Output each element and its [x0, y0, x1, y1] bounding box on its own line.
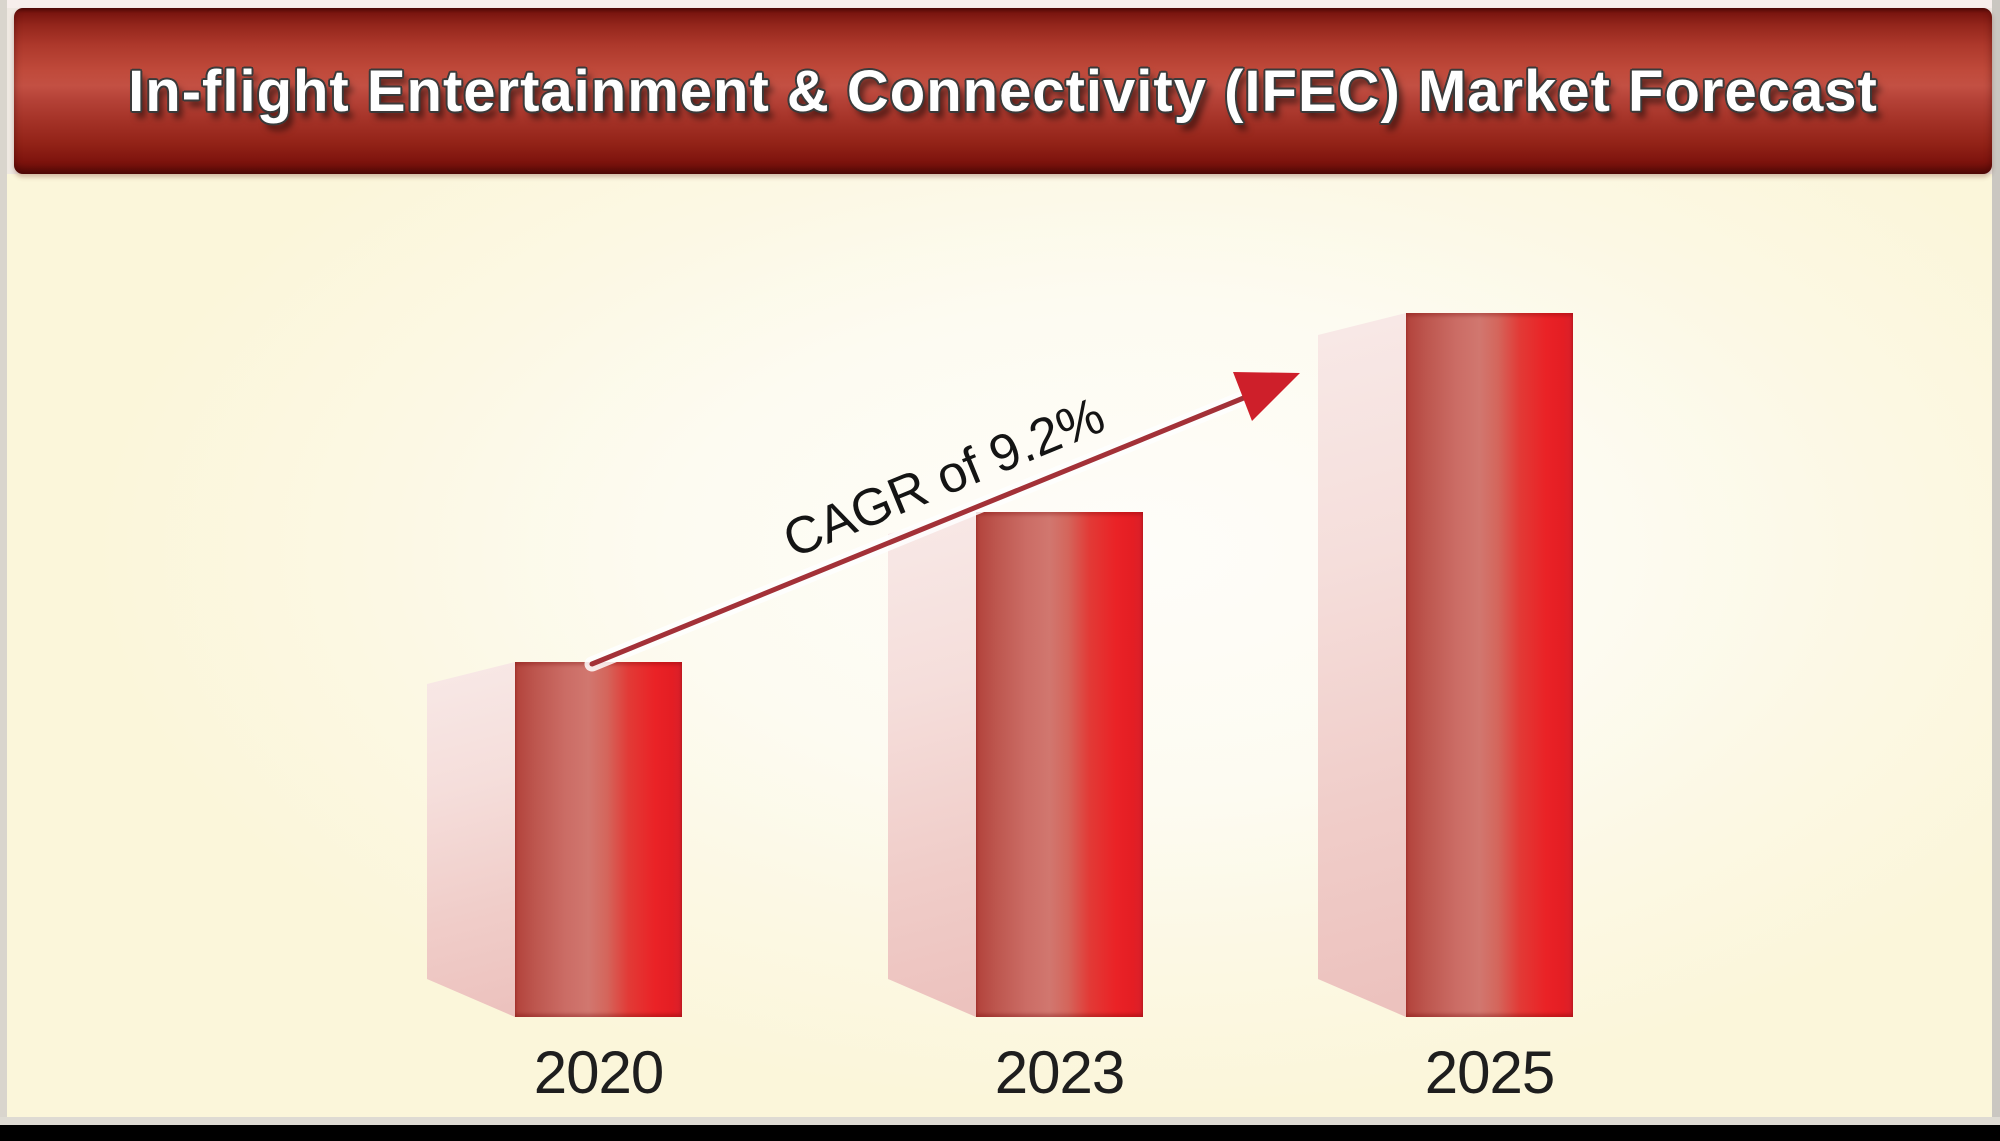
- bar-year-label: 2020: [533, 1039, 664, 1106]
- bar-front-face: [515, 662, 682, 1017]
- bar-front-face: [976, 512, 1143, 1017]
- bar-front-face: [1406, 313, 1573, 1017]
- bar-side-panel: [1318, 313, 1406, 1017]
- bar-side-panel: [888, 512, 976, 1017]
- page-title: In-flight Entertainment & Connectivity (…: [128, 58, 1878, 124]
- bar-year-label: 2025: [1424, 1039, 1555, 1106]
- bar-2020: 2020: [427, 662, 682, 1103]
- bar-side-panel: [427, 662, 515, 1017]
- bar-2025: 2025: [1318, 313, 1573, 1103]
- bottom-black-band: [0, 1125, 2000, 1141]
- right-edge-border: [1992, 0, 2000, 1141]
- left-edge-border: [0, 0, 7, 1141]
- title-banner: In-flight Entertainment & Connectivity (…: [14, 8, 1992, 174]
- top-edge-strip: [0, 0, 2000, 8]
- bar-2023: 2023: [888, 512, 1143, 1103]
- bottom-divider-line: [0, 1117, 2000, 1125]
- bar-year-label: 2023: [994, 1039, 1125, 1106]
